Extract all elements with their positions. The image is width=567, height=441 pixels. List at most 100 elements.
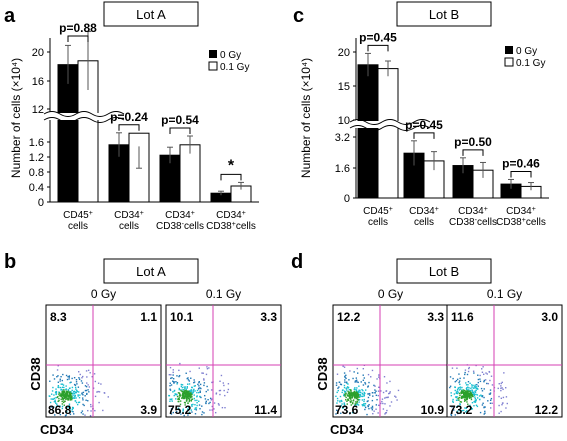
flow-dot (178, 387, 181, 390)
flow-dot (345, 381, 348, 384)
flow-dot (59, 380, 61, 382)
flow-dot (452, 401, 454, 404)
flow-dot (469, 396, 472, 398)
flow-dot (91, 375, 93, 378)
flow-dot (468, 390, 471, 392)
flow-dot (168, 394, 171, 397)
flow-dot (464, 394, 466, 397)
flow-dot (483, 396, 485, 399)
flow-dot (466, 410, 468, 412)
flow-dot (340, 399, 343, 402)
flow-dot (357, 394, 360, 397)
flow-dot (344, 376, 346, 379)
flow-dot (474, 386, 476, 389)
flow-dot (356, 396, 359, 399)
flow-dot (65, 414, 67, 416)
flow-dot (177, 408, 180, 411)
flow-dot (364, 406, 367, 409)
brackets-a: p=0.88 p=0.24 p=0.54 * (59, 21, 242, 181)
flow-dot (457, 387, 459, 389)
flow-dot (462, 390, 464, 393)
flow-dot (366, 400, 368, 403)
flow-dot (73, 376, 76, 379)
flow-dot (188, 380, 191, 382)
flow-dot (87, 400, 89, 402)
flow-dot (194, 407, 197, 409)
category-label-a: CD38-cells (156, 221, 204, 233)
flow-dot (464, 392, 466, 394)
flow-dot (351, 397, 353, 399)
flow-dot (193, 388, 195, 391)
flow-dot (186, 383, 189, 385)
flow-dot (361, 388, 363, 391)
flow-dot (224, 406, 226, 409)
flow-dot (51, 398, 54, 400)
flow-dot (481, 404, 484, 406)
flow-dot (198, 381, 200, 383)
flow-dot (53, 378, 56, 380)
flow-dot (460, 391, 462, 393)
flow-dot (481, 371, 484, 373)
flow-dot (56, 396, 58, 399)
legend-swatch-01gy-c (504, 57, 514, 67)
flow-dot (500, 385, 502, 387)
flow-dot (476, 383, 478, 386)
flow-dot (50, 406, 53, 408)
flow-dot (459, 409, 461, 412)
flow-dot (181, 390, 184, 393)
flow-dot (461, 409, 464, 412)
flow-dot (466, 397, 468, 400)
flow-dot (474, 390, 476, 392)
flow-dot (190, 377, 192, 379)
category-label-a: CD34+ (216, 210, 246, 222)
flow-dot (186, 398, 188, 401)
flow-dot (375, 408, 377, 410)
flow-dot (464, 369, 467, 371)
flow-dot (348, 396, 351, 398)
flow-dot (457, 399, 459, 401)
flow-dot (500, 387, 502, 389)
category-label-c: CD38+cells (496, 217, 546, 229)
y-tick-label-c: 0 (344, 193, 350, 205)
flow-dot (194, 390, 196, 392)
flow-dot (475, 386, 478, 388)
flow-dot (183, 401, 186, 404)
flow-dot (452, 398, 454, 401)
flow-dot (347, 387, 349, 389)
flow-dot (58, 391, 60, 393)
flow-dot (68, 392, 71, 395)
flow-dot (59, 386, 62, 389)
flow-dot (180, 413, 182, 415)
flow-dot (381, 400, 383, 403)
flow-dot (463, 391, 465, 393)
flow-dot (52, 374, 54, 376)
flow-dot (384, 397, 386, 399)
flow-dot (68, 376, 70, 378)
flow-dot (364, 392, 366, 395)
flow-dot (81, 410, 84, 412)
flow-dot (85, 370, 88, 372)
flow-dot (172, 371, 174, 374)
flow-dot (384, 413, 386, 415)
flow-dot (66, 410, 68, 413)
flow-dot (356, 400, 358, 402)
flow-dot (169, 398, 171, 400)
flow-dot (449, 385, 452, 387)
flow-dot (483, 373, 485, 376)
flow-dot (506, 402, 508, 405)
flow-dot (477, 374, 479, 376)
flow-dot (63, 395, 66, 398)
flow-dot (364, 403, 367, 405)
flow-dot (62, 393, 64, 395)
flow-dot (478, 395, 481, 397)
flow-dot (62, 394, 64, 396)
flow-dot (178, 374, 181, 377)
category-suffix: cells (477, 217, 497, 228)
flow-dot (465, 388, 468, 391)
flow-dot (59, 378, 61, 380)
flow-dot (173, 394, 175, 397)
flow-dot (205, 402, 207, 404)
flow-dot (354, 403, 356, 405)
flow-dot (194, 385, 197, 387)
flow-dot (72, 397, 74, 399)
